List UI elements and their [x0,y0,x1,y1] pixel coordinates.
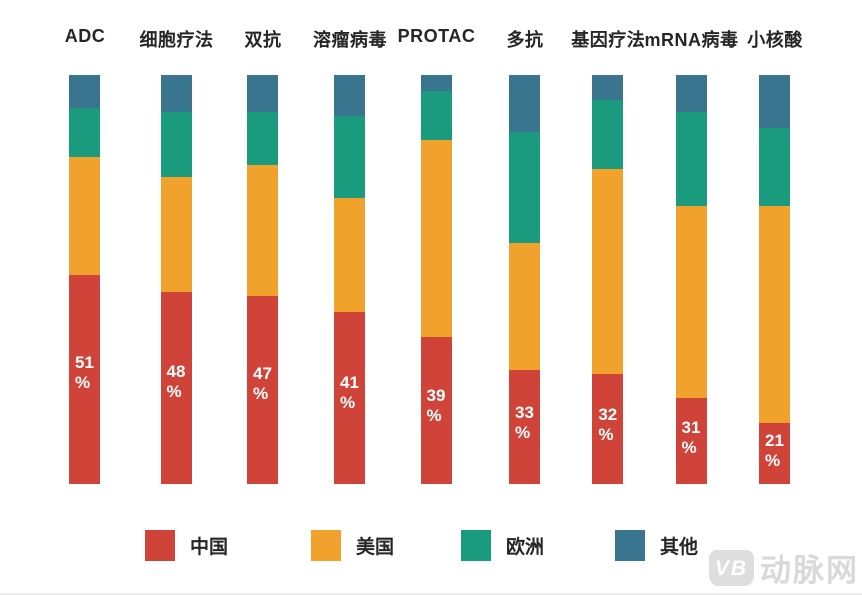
legend-item-other: 其他 [615,529,698,561]
legend-swatch-other [615,529,645,561]
chart-legend: 中国 美国 欧洲 其他 [0,529,862,563]
bar-segment-usa [334,197,365,313]
category-label: mRNA病毒 [644,30,739,50]
china-share-label: 47% [253,364,272,404]
category-label: 溶瘤病毒 [313,30,387,50]
vb-logo-icon: VB [708,549,754,586]
bar-segment-other [160,75,192,112]
stacked-bar: 48% [160,75,192,484]
stacked-bar: 32% [592,75,624,485]
bar-chart: ADC 51% 细胞疗法 48% 双抗 47% 溶瘤病毒 41% PROTAC 39% 多抗 33% 基… [25,26,835,496]
bar-column-7: 基因疗法 32% [548,26,668,496]
bar-segment-usa [592,169,624,374]
bar-segment-usa [675,205,707,399]
bar-segment-europe [509,132,540,243]
category-label: 细胞疗法 [139,30,214,50]
bar-segment-china: 47% [247,295,278,484]
bar-segment-europe [420,91,452,141]
stacked-bar: 33% [509,75,540,485]
bar-segment-other [420,75,452,92]
legend-item-usa: 美国 [311,529,394,561]
bar-segment-europe [160,111,192,178]
bar-segment-usa [420,140,452,337]
stacked-bar: 21% [759,75,790,484]
legend-swatch-europe [461,529,491,561]
bar-column-5: PROTAC 39% [377,26,497,496]
bar-segment-usa [759,205,790,423]
bar-segment-china: 31% [675,398,707,484]
bar-segment-other [334,75,365,116]
category-label: ADC [64,26,106,46]
bar-segment-china: 32% [592,373,624,485]
bar-segment-other [759,75,790,129]
bar-segment-china: 48% [160,291,192,484]
watermark-text: 动脉网 [760,553,859,588]
stacked-bar: 39% [420,75,452,484]
china-share-label: 51% [75,353,94,393]
bar-segment-china: 41% [334,312,365,484]
china-share-label: 31% [681,418,701,458]
stacked-bar: 47% [247,75,278,484]
bar-column-3: 双抗 47% [203,26,323,496]
bar-segment-other [592,75,624,100]
stacked-bar: 31% [675,75,707,484]
china-share-label: 21% [765,431,784,471]
bar-segment-other [247,75,278,112]
stacked-bar: 51% [69,75,100,484]
bar-column-2: 细胞疗法 48% [117,26,237,496]
bar-segment-europe [334,115,365,198]
legend-swatch-usa [311,529,341,561]
watermark-vbdata: VB 动脉网 [708,545,859,590]
bar-column-8: mRNA病毒 31% [632,26,752,496]
bar-segment-other [69,75,100,108]
bar-segment-china: 21% [759,422,790,484]
bar-segment-china: 33% [509,369,540,485]
legend-label-other: 其他 [660,536,699,558]
legend-label-usa: 美国 [356,536,395,558]
bar-segment-china: 39% [420,336,452,484]
bar-column-6: 多抗 33% [465,26,585,496]
china-share-label: 41% [340,372,359,412]
bar-segment-china: 51% [69,275,100,484]
china-share-label: 33% [515,403,534,443]
bar-column-4: 溶瘤病毒 41% [290,26,410,496]
legend-item-china: 中国 [145,529,228,561]
legend-label-europe: 欧洲 [506,536,545,558]
category-label: 多抗 [506,30,544,50]
legend-swatch-china [145,529,175,561]
china-share-label: 32% [598,405,618,445]
bar-segment-europe [675,111,707,206]
bar-segment-europe [247,111,278,165]
bar-segment-europe [592,99,624,170]
bar-segment-usa [69,156,100,276]
bar-segment-usa [247,164,278,296]
bar-segment-usa [160,177,192,292]
bar-column-9: 小核酸 21% [715,26,835,496]
category-label: 小核酸 [747,30,803,50]
bar-segment-europe [759,128,790,206]
bar-segment-other [675,75,707,112]
bar-segment-europe [69,107,100,157]
legend-item-europe: 欧洲 [461,529,544,561]
category-label: 基因疗法 [571,30,646,50]
category-label: 双抗 [244,30,282,50]
legend-label-china: 中国 [190,536,229,558]
china-share-label: 39% [426,385,446,425]
bar-column-1: ADC 51% [25,26,145,496]
china-share-label: 48% [166,362,186,402]
stacked-bar: 41% [334,75,365,484]
bar-segment-other [509,75,540,133]
category-label: PROTAC [397,26,476,46]
bar-segment-usa [509,242,540,370]
